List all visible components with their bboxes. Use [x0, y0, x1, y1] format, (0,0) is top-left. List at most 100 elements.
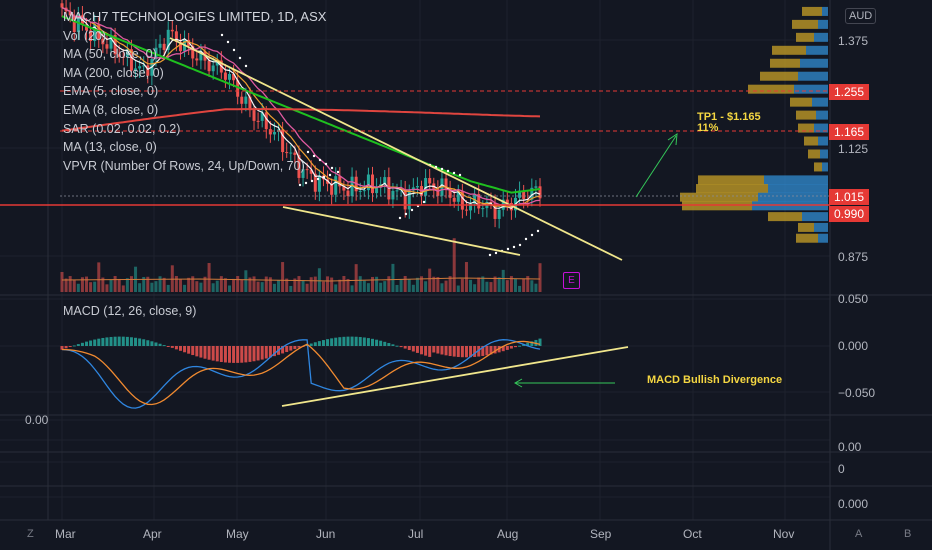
candle-body — [358, 190, 362, 192]
vpvr-down-row — [680, 192, 758, 202]
candle-body — [444, 178, 448, 189]
macd-histogram-bar — [485, 346, 489, 356]
macd-histogram-bar — [460, 346, 464, 358]
candle-body — [68, 11, 72, 16]
macd-histogram-bar — [89, 340, 93, 346]
log-scale-button[interactable]: B — [904, 528, 912, 540]
volume-bar — [342, 276, 346, 292]
x-tick-mar: Mar — [55, 527, 76, 541]
macd-histogram-bar — [150, 341, 154, 346]
indicator-ema8[interactable]: EMA (8, close, 0) — [63, 102, 159, 117]
volume-bar — [240, 279, 244, 292]
volume-bar — [248, 277, 252, 292]
macd-tick-1: 0.050 — [838, 292, 869, 306]
lower-pane-left-label: 0.00 — [25, 413, 49, 427]
indicator-vpvr[interactable]: VPVR (Number Of Rows, 24, Up/Down, 70) — [63, 158, 305, 173]
volume-bar — [109, 279, 113, 292]
macd-histogram-bar — [387, 343, 391, 346]
volume-bar — [232, 278, 236, 292]
volume-bar — [281, 262, 285, 292]
indicator-ma200[interactable]: MA (200, close, 0) — [63, 65, 164, 80]
macd-histogram-bar — [469, 346, 473, 358]
macd-histogram-bar — [317, 341, 321, 346]
candle-body — [244, 96, 248, 104]
vpvr-down-row — [770, 58, 800, 68]
sar-dot — [440, 167, 444, 171]
volume-bar — [350, 285, 354, 292]
candle-body — [305, 169, 309, 171]
volume-bar — [187, 277, 191, 292]
macd-histogram-bar — [113, 336, 117, 346]
volume-bar — [178, 279, 182, 292]
lower-pane-tick-2: 0 — [838, 462, 845, 476]
volume-bar — [321, 281, 325, 292]
candle-body — [309, 169, 313, 174]
macd-histogram-bar — [473, 346, 477, 357]
macd-line — [61, 339, 541, 409]
macd-histogram-bar — [526, 342, 530, 346]
volume-bar — [252, 276, 256, 292]
macd-histogram-bar — [452, 346, 456, 357]
target-arrow — [635, 135, 677, 198]
volume-bar — [203, 276, 207, 292]
indicator-ma50[interactable]: MA (50, close, 0) — [63, 47, 157, 62]
volume-bar — [154, 281, 158, 292]
macd-histogram-bar — [358, 337, 362, 346]
candle-body — [89, 30, 93, 42]
candle-body — [497, 209, 501, 219]
macd-histogram-bar — [236, 346, 240, 363]
vpvr-down-row — [796, 233, 818, 243]
macd-divergence-label: MACD Bullish Divergence — [647, 374, 783, 386]
candle-body — [395, 190, 399, 192]
indicator-ma13[interactable]: MA (13, close, 0) — [63, 140, 157, 155]
macd-legend[interactable]: MACD (12, 26, close, 9) — [63, 304, 197, 318]
candle-body — [505, 199, 509, 203]
volume-bar — [334, 284, 338, 292]
ma50-line — [61, 15, 541, 194]
indicator-vol[interactable]: Vol (20) — [63, 28, 107, 43]
indicator-sar[interactable]: SAR (0.02, 0.02, 0.2) — [63, 121, 181, 136]
macd-histogram-bar — [395, 345, 399, 347]
sar-dot — [452, 171, 456, 175]
candle-body — [191, 45, 195, 59]
indicator-ema5[interactable]: EMA (5, close, 0) — [63, 84, 159, 99]
candle-body — [166, 29, 170, 50]
volume-bar — [534, 283, 538, 292]
volume-bar — [264, 276, 268, 292]
volume-bar — [174, 276, 178, 292]
volume-bar — [391, 263, 395, 292]
candle-body — [493, 202, 497, 219]
volume-bar — [444, 280, 448, 292]
auto-scale-button[interactable]: A — [855, 528, 863, 540]
sar-dot — [446, 169, 450, 173]
sar-dot — [322, 175, 326, 179]
vpvr-down-row — [748, 84, 794, 94]
macd-histogram-bar — [354, 336, 358, 346]
ma200-line — [61, 108, 541, 132]
price-tick-3: 0.875 — [838, 250, 869, 264]
volume-bar — [354, 264, 358, 292]
currency-badge[interactable]: AUD — [845, 8, 877, 24]
candle-body — [473, 194, 477, 204]
candle-body — [178, 41, 182, 52]
vpvr-down-row — [790, 97, 812, 107]
macd-histogram-bar — [199, 346, 203, 358]
candle-body — [195, 58, 199, 61]
vpvr-up-row — [794, 84, 828, 94]
macd-histogram-bar — [240, 346, 244, 363]
candle-body — [272, 132, 276, 135]
sar-dot — [512, 245, 516, 249]
sar-dot — [226, 40, 230, 44]
volume-bar — [513, 278, 517, 292]
candle-body — [362, 190, 366, 192]
candle-body — [281, 129, 285, 153]
sar-dot — [318, 158, 322, 162]
x-tick-oct: Oct — [683, 527, 702, 541]
x-tick-nov: Nov — [773, 527, 795, 541]
zoom-button[interactable]: Z — [27, 528, 34, 540]
earnings-badge[interactable]: E — [563, 272, 580, 289]
macd-histogram-bar — [219, 346, 223, 362]
macd-histogram-bar — [420, 346, 424, 355]
candle-body — [375, 187, 379, 194]
